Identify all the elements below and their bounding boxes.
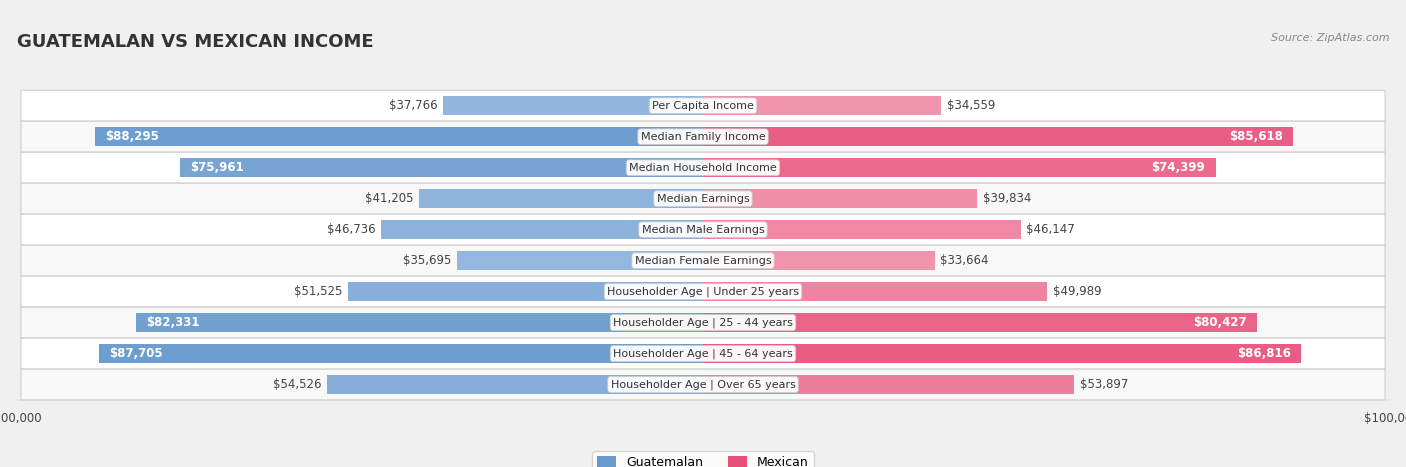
Text: Median Male Earnings: Median Male Earnings (641, 225, 765, 234)
Text: Householder Age | 45 - 64 years: Householder Age | 45 - 64 years (613, 348, 793, 359)
Text: GUATEMALAN VS MEXICAN INCOME: GUATEMALAN VS MEXICAN INCOME (17, 33, 374, 51)
Text: Source: ZipAtlas.com: Source: ZipAtlas.com (1271, 33, 1389, 42)
Text: $49,989: $49,989 (1053, 285, 1101, 298)
Bar (703, 220, 1021, 239)
Bar (328, 375, 703, 394)
Text: $35,695: $35,695 (404, 254, 451, 267)
FancyBboxPatch shape (21, 183, 1385, 214)
Text: Householder Age | Under 25 years: Householder Age | Under 25 years (607, 286, 799, 297)
Bar (703, 189, 977, 208)
FancyBboxPatch shape (21, 90, 1385, 121)
Bar (180, 158, 703, 177)
Bar (443, 96, 703, 115)
FancyBboxPatch shape (21, 369, 1385, 400)
FancyBboxPatch shape (21, 276, 1385, 307)
Text: Median Family Income: Median Family Income (641, 132, 765, 142)
Text: $80,427: $80,427 (1194, 316, 1247, 329)
Bar (98, 344, 703, 363)
Bar (703, 282, 1047, 301)
Bar (457, 251, 703, 270)
Text: $46,736: $46,736 (326, 223, 375, 236)
Text: $51,525: $51,525 (294, 285, 343, 298)
Text: Per Capita Income: Per Capita Income (652, 101, 754, 111)
Text: $41,205: $41,205 (366, 192, 413, 205)
Bar (94, 127, 703, 146)
Text: $34,559: $34,559 (946, 99, 995, 112)
Text: $88,295: $88,295 (105, 130, 159, 143)
Text: $87,705: $87,705 (110, 347, 163, 360)
FancyBboxPatch shape (21, 307, 1385, 338)
Bar (703, 96, 941, 115)
FancyBboxPatch shape (21, 152, 1385, 183)
Bar (349, 282, 703, 301)
Text: $39,834: $39,834 (983, 192, 1032, 205)
Legend: Guatemalan, Mexican: Guatemalan, Mexican (592, 451, 814, 467)
Bar (136, 313, 703, 332)
Text: Median Earnings: Median Earnings (657, 194, 749, 204)
Bar (703, 344, 1301, 363)
Text: $54,526: $54,526 (273, 378, 322, 391)
Text: Median Female Earnings: Median Female Earnings (634, 255, 772, 266)
Bar (703, 313, 1257, 332)
Text: Householder Age | Over 65 years: Householder Age | Over 65 years (610, 379, 796, 390)
Text: $85,618: $85,618 (1229, 130, 1282, 143)
Text: $74,399: $74,399 (1152, 161, 1205, 174)
FancyBboxPatch shape (21, 121, 1385, 152)
FancyBboxPatch shape (21, 338, 1385, 369)
Bar (419, 189, 703, 208)
Text: Householder Age | 25 - 44 years: Householder Age | 25 - 44 years (613, 318, 793, 328)
Text: $86,816: $86,816 (1237, 347, 1291, 360)
Text: $46,147: $46,147 (1026, 223, 1076, 236)
Text: $53,897: $53,897 (1080, 378, 1128, 391)
Bar (703, 158, 1216, 177)
Bar (381, 220, 703, 239)
FancyBboxPatch shape (21, 214, 1385, 245)
Bar (703, 375, 1074, 394)
Bar (703, 251, 935, 270)
Text: $37,766: $37,766 (388, 99, 437, 112)
Text: $82,331: $82,331 (146, 316, 200, 329)
Text: $75,961: $75,961 (190, 161, 243, 174)
Text: Median Household Income: Median Household Income (628, 163, 778, 173)
FancyBboxPatch shape (21, 245, 1385, 276)
Bar (703, 127, 1294, 146)
Text: $33,664: $33,664 (941, 254, 988, 267)
